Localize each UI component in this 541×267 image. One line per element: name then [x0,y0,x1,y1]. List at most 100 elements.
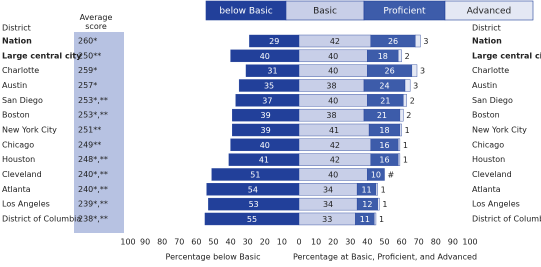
category-label: New York City [472,125,527,134]
value-label: 11 [361,185,371,194]
category-label: Cleveland [472,170,512,179]
value-label: 41 [259,156,269,165]
bar-segment [411,64,418,77]
value-label: 53 [249,200,259,209]
x-tick-label: 40 [362,238,372,247]
category-label: Chicago [2,140,34,149]
score-column [74,32,124,233]
category-label: Chicago [472,140,504,149]
value-label: 29 [269,37,279,46]
value-label: 21 [377,111,387,120]
value-label: 34 [323,200,333,209]
category-label: Houston [2,155,35,164]
score: 257* [78,81,97,90]
category-label: Large central city [472,51,541,60]
category-label: Atlanta [472,185,501,194]
x-tick-label: 80 [157,238,167,247]
category-label: Boston [472,111,500,120]
x-tick-label: 10 [311,238,321,247]
value-label: 1 [379,215,384,224]
category-label: Houston [472,155,505,164]
score: 253*,** [78,111,108,120]
bar-segment [415,34,421,48]
category-label: Austin [2,81,27,90]
bar-segment [397,49,402,63]
value-label: 2 [405,52,410,61]
x-tick-label: 50 [379,238,389,247]
category-label: Los Angeles [2,200,50,209]
bar-segment [404,79,411,92]
x-tick-label: 60 [397,238,407,247]
x-tick-label: 90 [448,238,458,247]
bar-segment [367,168,385,181]
value-label: 37 [262,96,272,105]
bar-segment [375,183,378,196]
bar-segment [397,138,401,152]
value-label: 16 [379,156,389,165]
value-label: 38 [326,111,336,120]
x-tick-label: 100 [120,238,135,247]
value-label: 26 [385,67,395,76]
bar-segment [374,212,377,226]
score: 251** [78,125,101,134]
category-label: District of Columbia [472,214,541,223]
score: 250** [78,51,101,60]
value-label: 54 [248,185,258,194]
x-tick-label: 30 [243,238,253,247]
score: 240*,** [78,185,108,194]
value-label: 18 [379,126,389,135]
value-label: 1 [381,185,386,194]
value-label: 40 [328,67,338,76]
value-label: 24 [379,81,389,90]
value-label: 11 [360,215,370,224]
category-label: Atlanta [2,185,31,194]
category-label: District of Columbia [2,214,81,223]
legend-label: below Basic [219,7,272,17]
value-label: 2 [406,111,411,120]
x-tick-label: 60 [191,238,201,247]
score: 249** [78,140,101,149]
x-axis-label-right: Percentage at Basic, Proficient, and Adv… [293,253,477,262]
value-label: 40 [328,96,338,105]
value-label: 34 [323,185,333,194]
x-tick-label: 0 [296,238,301,247]
category-label: Charlotte [472,66,509,75]
value-label: 40 [260,141,270,150]
value-label: 40 [328,170,338,179]
bar-segment [403,94,407,107]
value-label: 3 [413,81,418,90]
legend-swatch [444,0,534,21]
value-label: # [388,170,395,179]
score: 238*,** [78,214,108,223]
category-label: Boston [2,111,30,120]
bar-segment [377,197,380,211]
legend-label: Basic [313,7,337,17]
value-label: 3 [423,37,428,46]
value-label: 3 [420,67,425,76]
value-label: 40 [328,52,338,61]
value-label: 35 [264,81,274,90]
value-label: 42 [330,156,340,165]
value-label: 31 [267,67,277,76]
x-tick-label: 70 [174,238,184,247]
value-label: 55 [247,215,257,224]
value-label: 42 [330,141,340,150]
row-header-right: District [472,24,501,33]
legend-label: Proficient [383,7,426,17]
value-label: 39 [261,111,271,120]
x-tick-label: 20 [260,238,270,247]
category-label: Charlotte [2,66,39,75]
value-label: 21 [380,96,390,105]
category-label: Austin [472,81,497,90]
x-tick-label: 30 [345,238,355,247]
row-header-left: District [2,24,31,33]
category-label: Nation [2,37,32,46]
value-label: 42 [330,37,340,46]
bar-segment [399,123,402,137]
x-tick-label: 80 [431,238,441,247]
category-label: San Diego [472,96,513,105]
score: 248*,** [78,155,108,164]
score: 239*,** [78,200,108,209]
bar-segment [397,153,401,166]
